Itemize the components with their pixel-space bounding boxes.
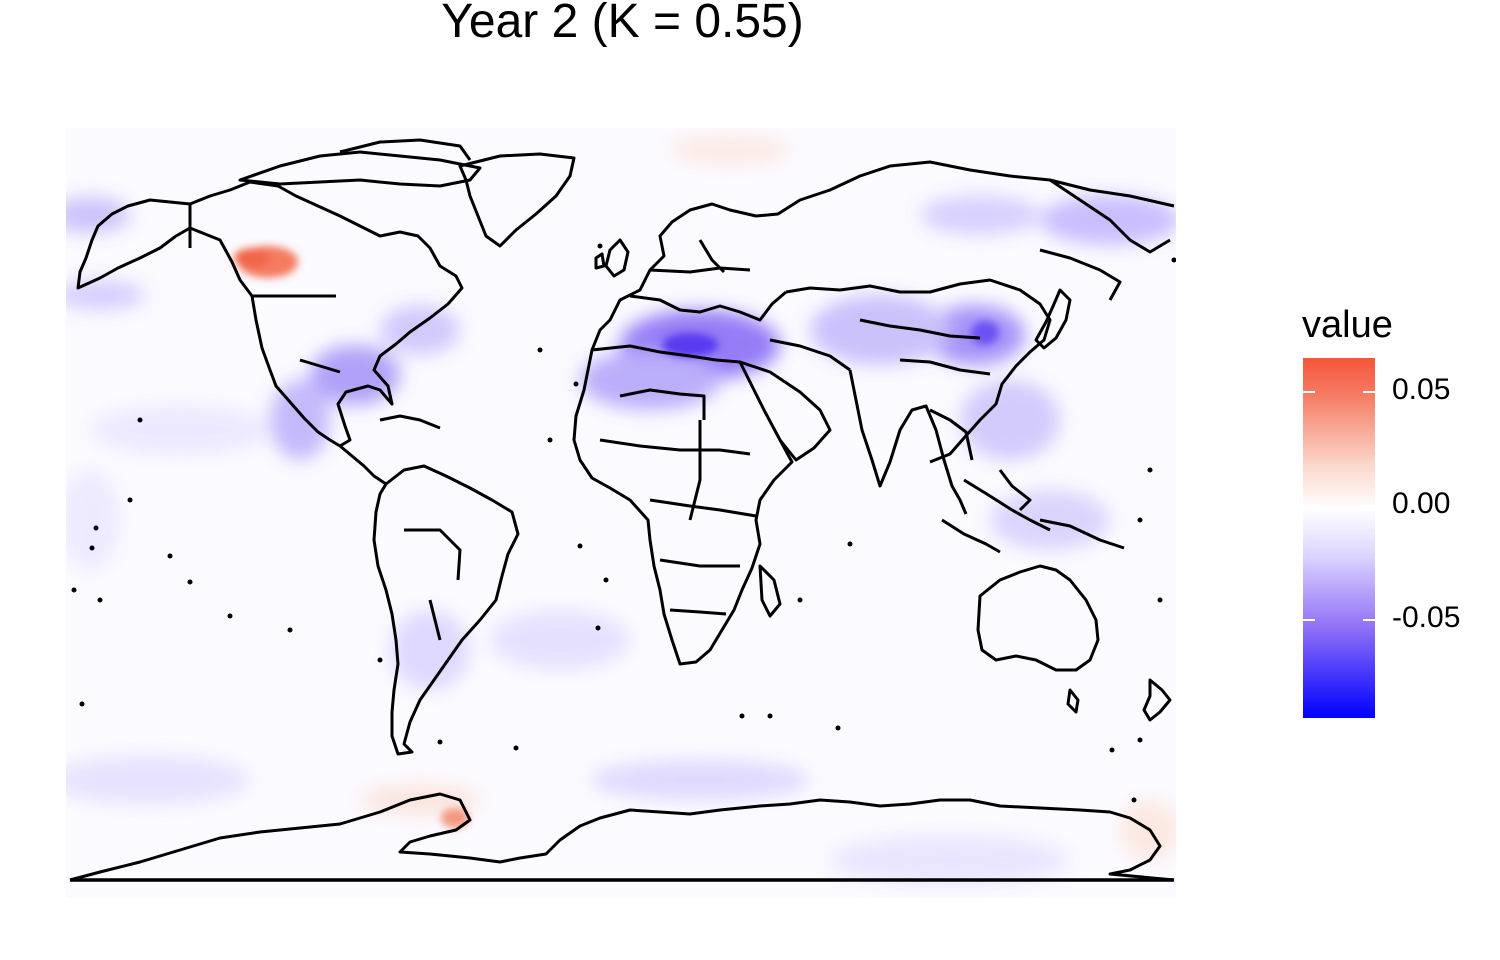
legend-tick-label: 0.00: [1392, 487, 1451, 520]
legend-title: value: [1302, 304, 1393, 346]
page-title: Year 2 (K = 0.55): [441, 0, 804, 48]
legend-tick-mark: [1363, 505, 1375, 507]
legend-tick-mark: [1303, 391, 1315, 393]
legend-tick-mark: [1363, 619, 1375, 621]
legend-tick-mark: [1363, 391, 1375, 393]
legend-tick-mark: [1303, 619, 1315, 621]
country-outlines: [69, 138, 1175, 882]
legend-tick-mark: [1303, 505, 1315, 507]
legend-colorbar: [1303, 358, 1375, 718]
value-field: [66, 128, 1176, 898]
island-dots: [71, 243, 1176, 803]
legend-tick-label: -0.05: [1392, 601, 1461, 634]
legend-tick-label: 0.05: [1392, 373, 1451, 406]
